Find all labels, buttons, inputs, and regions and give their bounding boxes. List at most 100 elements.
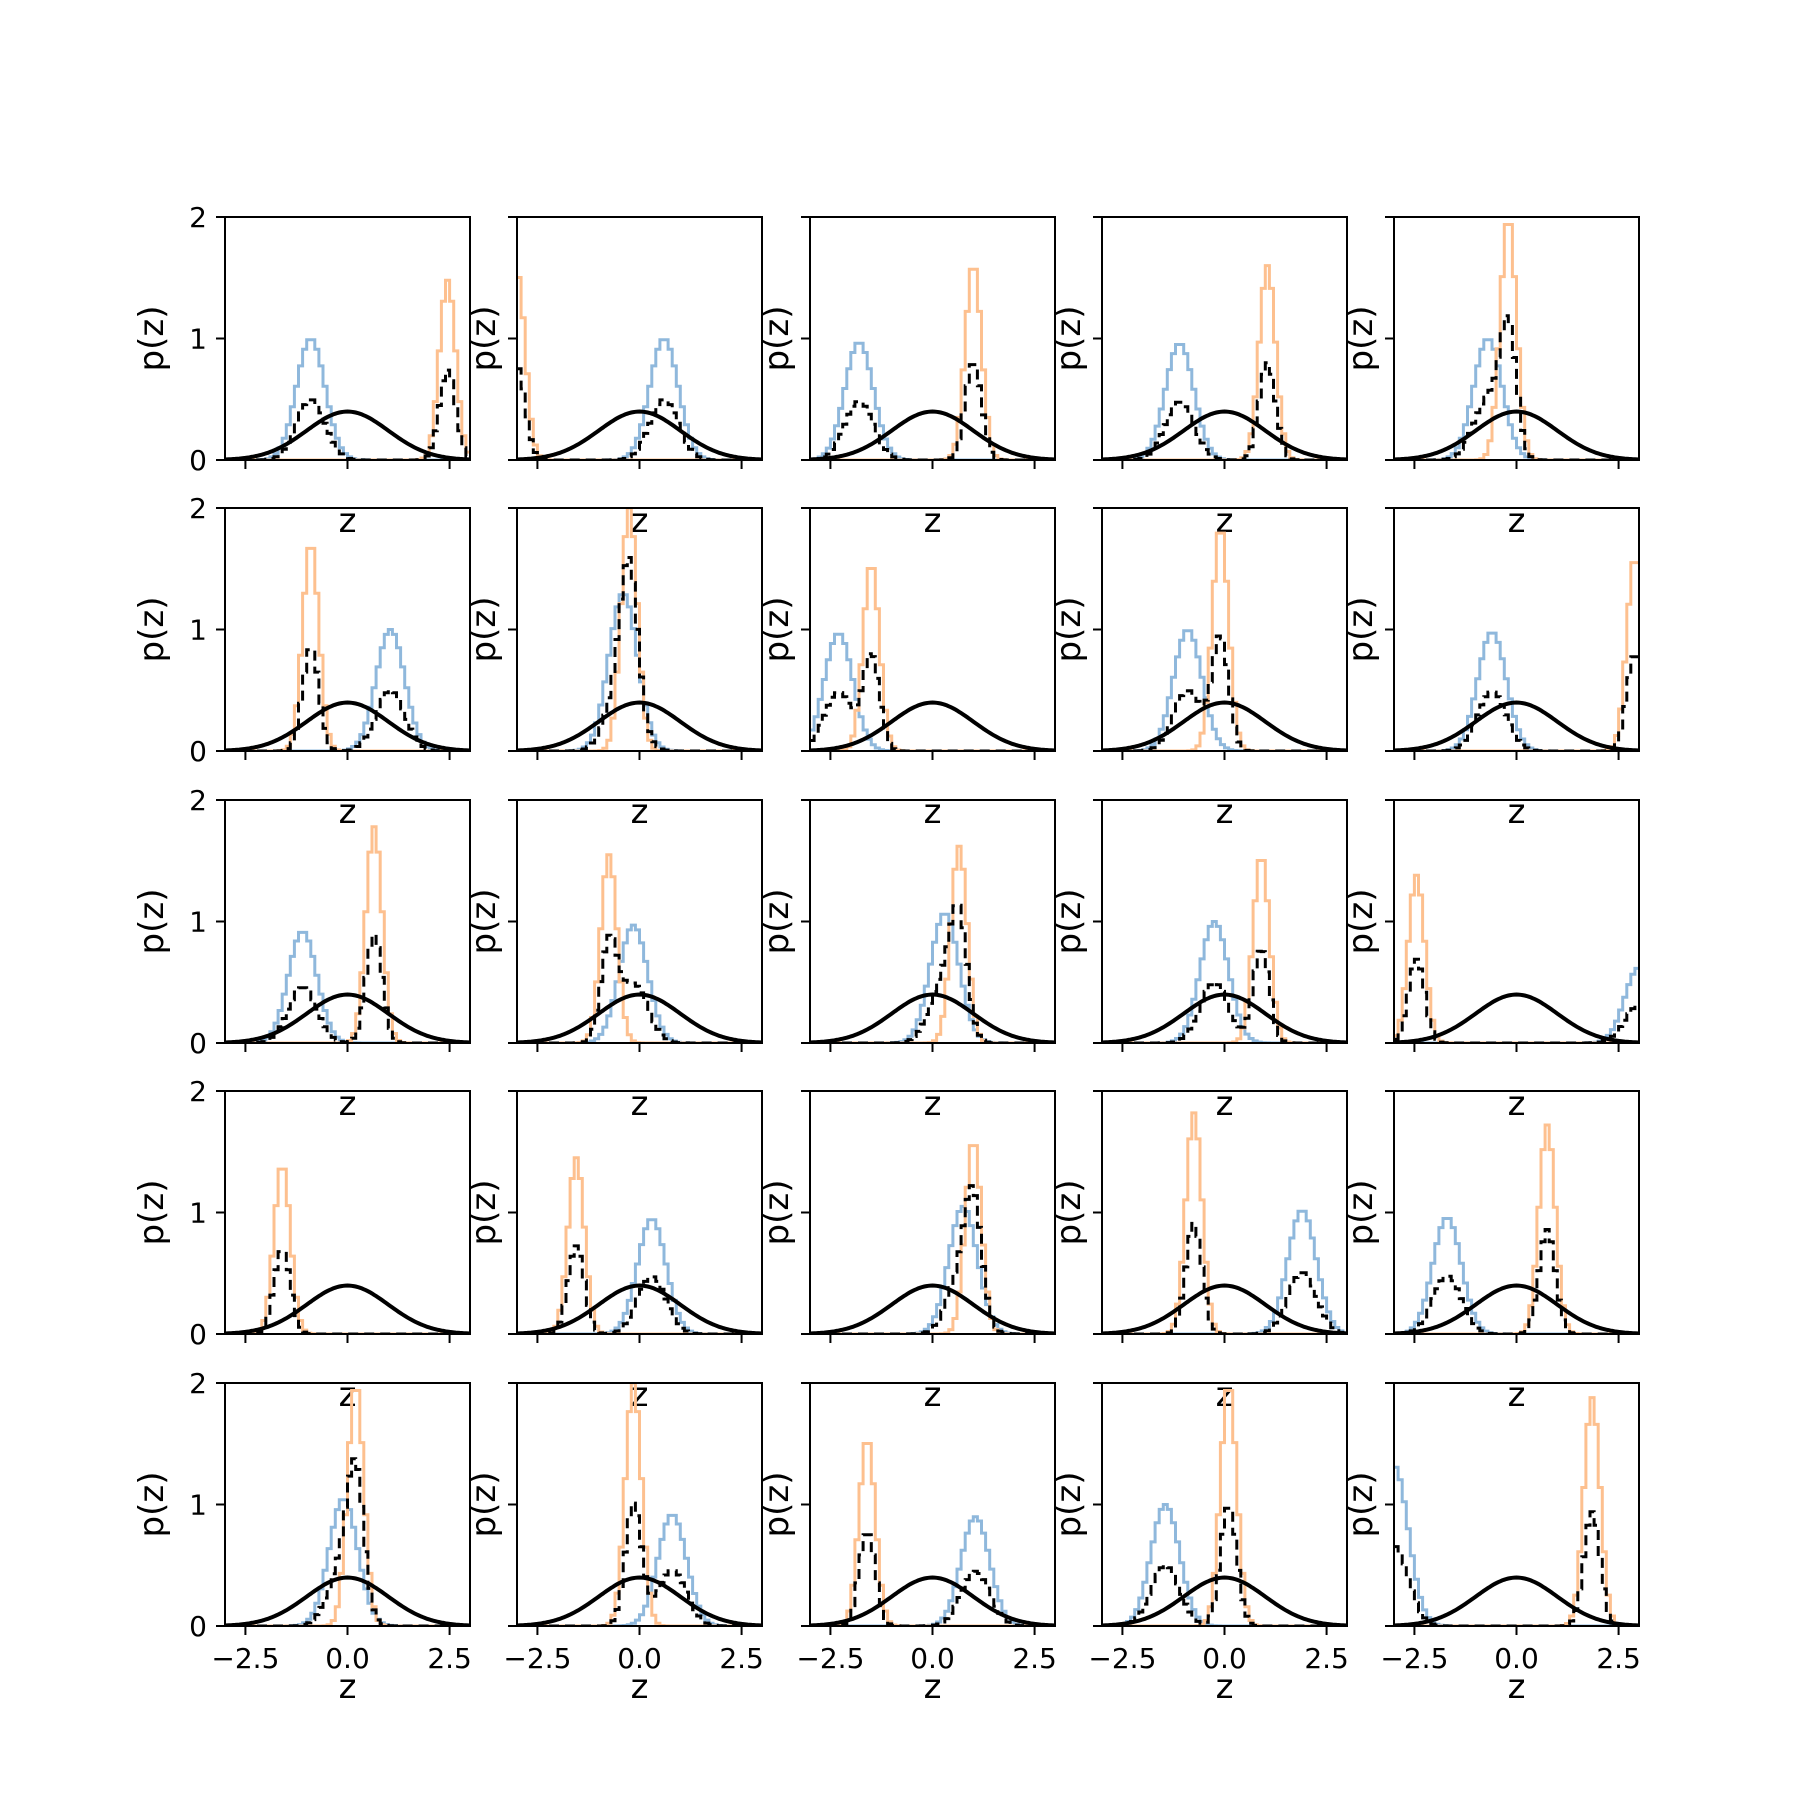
blue-histogram [517, 923, 762, 1043]
subplot-r4-c5: z p(z) [1341, 1090, 1640, 1415]
normal-pdf-curve [1102, 992, 1347, 1043]
normal-pdf-curve [517, 992, 762, 1043]
subplot-r1-c5: z p(z) [1341, 216, 1640, 541]
orange-histogram [1102, 1389, 1347, 1626]
x-tick-label: 0.0 [1494, 1642, 1539, 1675]
plot-area [517, 1156, 762, 1334]
x-axis-label: z [924, 792, 942, 832]
axes-frame [224, 1090, 471, 1335]
axes-frame [516, 1090, 763, 1335]
blue-histogram [810, 912, 1055, 1043]
x-tick-label: 0.0 [617, 1642, 662, 1675]
plot-area [1102, 859, 1347, 1043]
y-axis-label: p(z) [1049, 306, 1089, 372]
y-axis-label: p(z) [1341, 597, 1381, 663]
plot-area [810, 844, 1055, 1043]
y-axis-label: p(z) [132, 1472, 172, 1538]
x-tick-label: −2.5 [796, 1642, 864, 1675]
mixture-histogram [810, 363, 1055, 460]
subplot-r4-c1: 0 1 2 z p(z) [132, 1075, 471, 1415]
blue-histogram [1394, 966, 1639, 1043]
orange-histogram [517, 508, 762, 751]
x-axis-label: z [631, 501, 649, 541]
axes-frame [224, 799, 471, 1044]
x-axis-label: z [1216, 501, 1234, 541]
y-tick-label: 0 [189, 1027, 207, 1060]
subplot-r3-c1: 0 1 2 z p(z) [132, 784, 471, 1124]
y-axis-label: p(z) [757, 597, 797, 663]
axes-frame [516, 799, 763, 1044]
y-tick-label: 0 [189, 1610, 207, 1643]
plot-area [225, 278, 470, 460]
y-tick-label: 2 [189, 492, 207, 525]
normal-pdf-curve [1394, 992, 1639, 1043]
orange-histogram [1394, 223, 1639, 460]
blue-histogram [1102, 343, 1347, 460]
y-axis-label: p(z) [757, 889, 797, 955]
y-axis-label: p(z) [464, 1180, 504, 1246]
y-axis-label: p(z) [1049, 1180, 1089, 1246]
x-axis-label: z [1216, 1084, 1234, 1124]
x-axis-label: z [631, 1667, 649, 1707]
x-axis-label: z [1508, 792, 1526, 832]
subplot-r3-c4: z p(z) [1049, 799, 1348, 1124]
axes-frame [809, 1090, 1056, 1335]
x-tick-label: 2.5 [1596, 1642, 1641, 1675]
plot-area [810, 1442, 1055, 1626]
y-tick-label: 2 [189, 784, 207, 817]
x-tick-label: 0.0 [1202, 1642, 1247, 1675]
normal-pdf-curve [225, 1283, 470, 1334]
x-axis-label: z [339, 1084, 357, 1124]
y-axis-label: p(z) [1341, 1472, 1381, 1538]
x-axis-label: z [1216, 792, 1234, 832]
axes-frame [1393, 507, 1640, 752]
normal-pdf-curve [517, 1575, 762, 1626]
y-tick-label: 2 [189, 1075, 207, 1108]
mixture-histogram [225, 933, 470, 1043]
mixture-histogram [810, 652, 1055, 751]
y-tick-label: 1 [189, 906, 207, 939]
mixture-histogram [517, 933, 762, 1043]
blue-histogram [225, 1498, 470, 1626]
normal-pdf-curve [1394, 1575, 1639, 1626]
x-tick-label: −2.5 [1088, 1642, 1156, 1675]
normal-pdf-curve [225, 700, 470, 751]
y-axis-label: p(z) [464, 306, 504, 372]
subplot-r5-c3: −2.5 0.0 2.5 z p(z) [757, 1382, 1057, 1707]
plot-area [225, 1167, 470, 1334]
subplot-r4-c2: z p(z) [464, 1090, 763, 1415]
axes-frame [809, 507, 1056, 752]
axes-frame [1101, 799, 1348, 1044]
plot-area [810, 267, 1055, 460]
blue-histogram [225, 628, 470, 751]
x-axis-label: z [339, 1667, 357, 1707]
orange-histogram [225, 1389, 470, 1626]
axes-frame [809, 799, 1056, 1044]
y-axis-label: p(z) [1341, 306, 1381, 372]
subplot-r5-c2: −2.5 0.0 2.5 z p(z) [464, 1382, 764, 1707]
x-axis-label: z [339, 1375, 357, 1415]
blue-histogram [1102, 1209, 1347, 1334]
plot-area [1394, 223, 1639, 460]
plot-area [1394, 873, 1639, 1043]
x-axis-label: z [924, 1084, 942, 1124]
x-tick-label: −2.5 [1380, 1642, 1448, 1675]
y-tick-label: 2 [189, 201, 207, 234]
blue-histogram [225, 338, 470, 460]
plot-area [517, 853, 762, 1043]
x-axis-label: z [924, 501, 942, 541]
orange-histogram [1394, 1123, 1639, 1334]
subplot-r1-c1: 0 1 2 z p(z) [132, 201, 471, 541]
normal-pdf-curve [810, 700, 1055, 751]
orange-histogram [225, 546, 470, 751]
axes-frame [1101, 1090, 1348, 1335]
y-tick-label: 1 [189, 614, 207, 647]
axes-frame [1101, 216, 1348, 461]
y-tick-label: 2 [189, 1367, 207, 1400]
blue-histogram [225, 930, 470, 1043]
y-tick-label: 0 [189, 735, 207, 768]
mixture-histogram [810, 1533, 1055, 1626]
x-axis-label: z [631, 792, 649, 832]
subplot-r1-c4: z p(z) [1049, 216, 1348, 541]
mixture-histogram [517, 367, 762, 460]
